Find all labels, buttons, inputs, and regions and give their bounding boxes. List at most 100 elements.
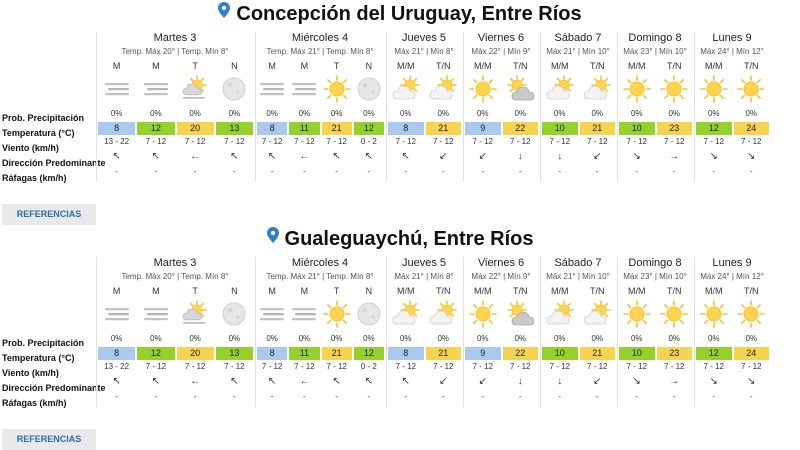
precipitation-probability: 0%: [437, 109, 450, 118]
temperature-cell: 12: [137, 347, 175, 360]
precipitation-probability: 0%: [668, 109, 681, 118]
period-column: T/N 0% 21 7 - 12 ↙ -: [425, 32, 463, 182]
day-column: Sábado 7 Máx 21° | Mín 10° M/M 0% 10 7 - 12 ↓ -…: [540, 257, 615, 407]
wind-direction-arrow-icon: ↘: [747, 376, 756, 387]
wind-speed: 7 - 12: [261, 362, 283, 371]
day-column: Miércoles 4 Temp. Máx 21° | Temp. Mín 8° M…: [255, 32, 384, 182]
period-column: M/M 0% 10 7 - 12 ↘ -: [618, 257, 656, 407]
day-name: Sábado 7: [554, 32, 602, 44]
wind-direction-arrow-icon: ↙: [593, 151, 602, 162]
sun-icon: [659, 299, 689, 329]
wind-speed: 7 - 12: [664, 362, 685, 371]
wind-speed: 7 - 12: [510, 362, 531, 371]
gust-speed: -: [193, 167, 197, 176]
period-column: M 0% 8 7 - 12 ↖ -: [256, 257, 288, 407]
precipitation-probability: 0%: [266, 109, 278, 118]
day-name: Miércoles 4: [291, 32, 349, 44]
precipitation-probability: 0%: [514, 334, 527, 343]
wind-direction-arrow-icon: ↖: [230, 151, 239, 162]
gust-speed: -: [115, 167, 118, 176]
period-label: M/M: [551, 61, 569, 71]
wind-speed: 7 - 12: [472, 362, 493, 371]
precipitation-probability: 0%: [399, 109, 412, 118]
sun-cloud-icon: [428, 299, 458, 329]
gust-speed: -: [635, 392, 639, 401]
period-label: M/M: [628, 286, 646, 296]
sun-cloud-icon: [391, 74, 421, 104]
day-min-max: Máx 24° | Mín 12°: [700, 272, 764, 281]
temperature-cell: 23: [656, 122, 692, 135]
wind-direction-arrow-icon: ↖: [364, 151, 374, 162]
temperature-cell: 20: [176, 122, 214, 135]
gust-speed: -: [518, 392, 522, 401]
day-min-max: Temp. Máx 21° | Temp. Mín 8°: [266, 47, 374, 56]
period-column: M/M 0% 10 7 - 12 ↓ -: [541, 32, 579, 182]
wind-speed: 7 - 12: [472, 137, 493, 146]
sun-icon: [322, 74, 352, 104]
wind-speed: 7 - 12: [626, 362, 647, 371]
gust-speed: -: [749, 167, 753, 176]
temperature-cell: 21: [579, 122, 615, 135]
day-min-max: Máx 23° | Mín 10°: [623, 272, 687, 281]
period-label: T/N: [744, 286, 759, 296]
wind-speed: 7 - 12: [703, 362, 724, 371]
fog-icon: [257, 299, 287, 329]
wind-speed: 13 - 22: [104, 362, 130, 371]
wind-direction-arrow-icon: ↖: [267, 151, 277, 162]
period-column: T/N 0% 23 7 - 12 → -: [656, 257, 694, 407]
wind-direction-arrow-icon: →: [669, 376, 680, 387]
period-column: M/M 0% 12 7 - 12 ↘ -: [695, 257, 733, 407]
sun-icon: [322, 299, 352, 329]
sun-cloud-icon: [428, 74, 458, 104]
temperature-cell: 8: [388, 122, 424, 135]
gust-speed: -: [635, 167, 639, 176]
day-column: Domingo 8 Máx 23° | Mín 10° M/M 0% 10 7 - 12 ↘…: [617, 32, 692, 182]
wind-speed: 7 - 12: [326, 137, 347, 146]
day-name: Jueves 5: [401, 257, 447, 269]
day-name: Lunes 9: [712, 257, 752, 269]
gust-speed: -: [404, 392, 408, 401]
period-label: M/M: [551, 286, 569, 296]
sun-cloud-icon: [545, 74, 575, 104]
references-button[interactable]: REFERENCIAS: [2, 204, 96, 225]
wind-direction-arrow-icon: ↙: [593, 376, 602, 387]
period-column: M/M 0% 8 7 - 12 ↖ -: [387, 32, 425, 182]
temperature-cell: 23: [656, 347, 692, 360]
wind-speed: 7 - 12: [741, 137, 762, 146]
day-min-max: Máx 21° | Mín 10°: [546, 47, 610, 56]
wind-speed: 7 - 12: [433, 137, 454, 146]
wind-direction-arrow-icon: ↖: [230, 376, 239, 387]
temperature-cell: 21: [321, 122, 352, 135]
period-label: M: [300, 61, 309, 71]
precipitation-probability: 0%: [553, 334, 566, 343]
temperature-cell: 10: [619, 122, 655, 135]
wind-speed: 0 - 2: [360, 362, 377, 371]
period-column: T/N 0% 24 7 - 12 ↘ -: [733, 257, 771, 407]
label-wind: Viento (km/h): [2, 143, 59, 153]
day-column: Martes 3 Temp. Máx 20° | Temp. Mín 8° M 0%…: [96, 32, 253, 182]
wind-direction-arrow-icon: ↓: [557, 376, 563, 387]
day-column: Lunes 9 Máx 24° | Mín 12° M/M 0% 12 7 - 12 ↘ - T…: [694, 32, 769, 182]
precipitation-probability: 0%: [298, 334, 311, 343]
period-column: M/M 0% 8 7 - 12 ↖ -: [387, 257, 425, 407]
temperature-cell: 22: [502, 347, 538, 360]
period-column: M/M 0% 10 7 - 12 ↘ -: [618, 32, 656, 182]
day-name: Domingo 8: [628, 257, 682, 269]
temperature-cell: 21: [579, 347, 615, 360]
wind-speed: 7 - 12: [741, 362, 762, 371]
wind-direction-arrow-icon: ↖: [332, 376, 341, 387]
label-temperature: Temperatura (°C): [2, 128, 75, 138]
fog-icon: [141, 74, 171, 104]
precipitation-probability: 0%: [591, 109, 604, 118]
precipitation-probability: 0%: [363, 334, 375, 343]
label-direction: Dirección Predominante: [2, 158, 106, 168]
wind-direction-arrow-icon: ↖: [401, 376, 410, 387]
day-min-max: Máx 21° | Mín 8°: [394, 272, 454, 281]
wind-speed: 7 - 12: [184, 137, 206, 146]
period-column: M 0% 8 13 - 22 ↖ -: [97, 32, 136, 182]
period-label: N: [365, 61, 373, 71]
references-button[interactable]: REFERENCIAS: [2, 429, 96, 450]
wind-direction-arrow-icon: ↖: [332, 151, 341, 162]
forecast-block: Gualeguaychú, Entre Ríos Prob. Precipitac…: [0, 225, 800, 450]
period-column: M 0% 11 7 - 12 ← -: [288, 257, 320, 407]
